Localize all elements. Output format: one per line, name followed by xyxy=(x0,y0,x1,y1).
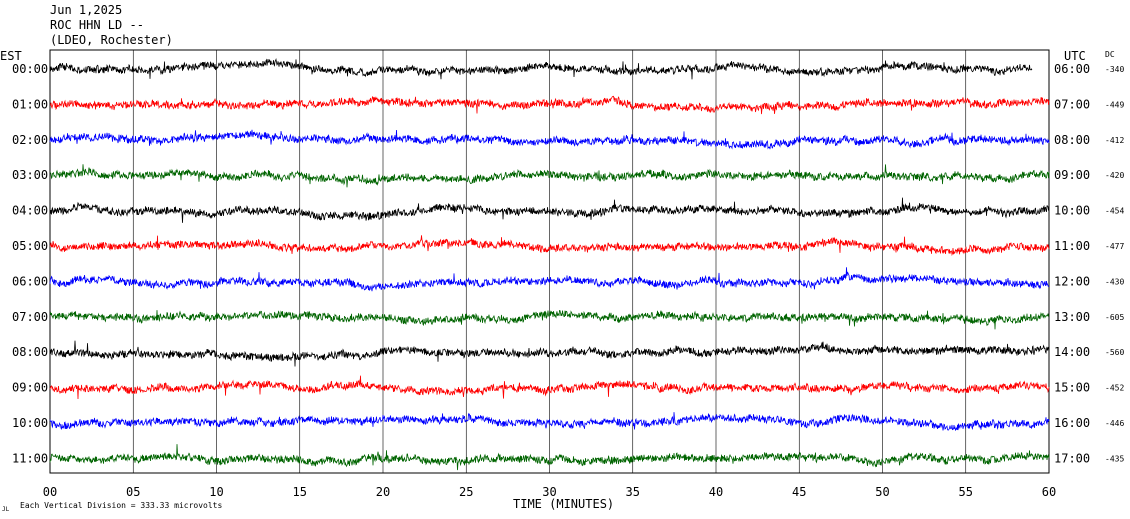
trace-0300 xyxy=(49,164,1050,188)
trace-0800 xyxy=(49,340,1050,367)
est-hour-label: 01:00 xyxy=(12,97,48,111)
est-hour-label: 08:00 xyxy=(12,345,48,359)
x-tick-label: 40 xyxy=(709,485,723,499)
scale-footer: Each Vertical Division = 333.33 microvol… xyxy=(20,501,222,510)
est-hour-label: 09:00 xyxy=(12,381,48,395)
utc-hour-label: 17:00 xyxy=(1054,451,1090,465)
trace-0100 xyxy=(49,95,1050,115)
utc-hour-label: 09:00 xyxy=(1054,168,1090,182)
footer-mark: JL xyxy=(2,506,10,513)
est-hour-label: 02:00 xyxy=(12,133,48,147)
trace-0200 xyxy=(49,129,1050,150)
utc-hour-label: 10:00 xyxy=(1054,204,1090,218)
trace-0500 xyxy=(49,235,1050,257)
est-hour-label: 03:00 xyxy=(12,168,48,182)
utc-hour-label: 08:00 xyxy=(1054,133,1090,147)
utc-hour-label: 16:00 xyxy=(1054,416,1090,430)
dc-offset-label: -412 xyxy=(1105,136,1124,145)
dc-offset-label: -449 xyxy=(1105,100,1124,109)
dc-offset-label: -560 xyxy=(1105,348,1124,357)
utc-hour-label: 11:00 xyxy=(1054,239,1090,253)
dc-offset-label: -452 xyxy=(1105,384,1124,393)
x-tick-label: 30 xyxy=(542,485,556,499)
trace-1000 xyxy=(49,412,1050,431)
est-hour-label: 06:00 xyxy=(12,274,48,288)
x-tick-label: 05 xyxy=(126,485,140,499)
dc-column-title: DC xyxy=(1105,50,1115,59)
est-hour-label: 10:00 xyxy=(12,416,48,430)
est-hour-label: 00:00 xyxy=(12,62,48,76)
plot-frame xyxy=(49,49,1050,474)
x-tick-label: 50 xyxy=(875,485,889,499)
est-hour-label: 04:00 xyxy=(12,204,48,218)
utc-hour-label: 13:00 xyxy=(1054,310,1090,324)
est-hour-label: 05:00 xyxy=(12,239,48,253)
dc-offset-label: -605 xyxy=(1105,313,1124,322)
station-date: Jun 1,2025 xyxy=(50,3,123,17)
dc-offset-label: -435 xyxy=(1105,454,1124,463)
trace-0600 xyxy=(49,267,1050,292)
est-hour-label: 07:00 xyxy=(12,310,48,324)
trace-0000 xyxy=(49,58,1033,80)
dc-offset-label: -454 xyxy=(1105,207,1124,216)
trace-0700 xyxy=(49,310,1049,330)
station-channel: ROC HHN LD -- xyxy=(50,18,144,32)
x-tick-label: 15 xyxy=(293,485,307,499)
trace-0400 xyxy=(49,197,1050,223)
utc-hour-label: 06:00 xyxy=(1054,62,1090,76)
x-tick-label: 55 xyxy=(959,485,973,499)
dc-offset-label: -340 xyxy=(1105,65,1124,74)
dc-offset-label: -446 xyxy=(1105,419,1124,428)
dc-offset-label: -477 xyxy=(1105,242,1124,251)
x-tick-label: 20 xyxy=(376,485,390,499)
station-network: (LDEO, Rochester) xyxy=(50,33,173,47)
utc-hour-label: 14:00 xyxy=(1054,345,1090,359)
trace-1100 xyxy=(49,444,1050,471)
minute-gridlines xyxy=(132,50,967,473)
seismic-traces xyxy=(49,58,1050,471)
trace-0900 xyxy=(49,375,1050,400)
utc-hour-label: 15:00 xyxy=(1054,381,1090,395)
est-axis-title: EST xyxy=(0,49,22,63)
x-axis-label: TIME (MINUTES) xyxy=(513,497,614,511)
dc-offset-label: -430 xyxy=(1105,277,1124,286)
x-tick-label: 45 xyxy=(792,485,806,499)
x-tick-label: 35 xyxy=(626,485,640,499)
dc-offset-label: -420 xyxy=(1105,171,1124,180)
x-tick-label: 10 xyxy=(209,485,223,499)
x-tick-label: 25 xyxy=(459,485,473,499)
x-tick-label: 00 xyxy=(43,485,57,499)
x-tick-label: 60 xyxy=(1042,485,1056,499)
utc-hour-label: 12:00 xyxy=(1054,274,1090,288)
est-hour-label: 11:00 xyxy=(12,451,48,465)
utc-hour-label: 07:00 xyxy=(1054,97,1090,111)
utc-axis-title: UTC xyxy=(1064,49,1086,63)
